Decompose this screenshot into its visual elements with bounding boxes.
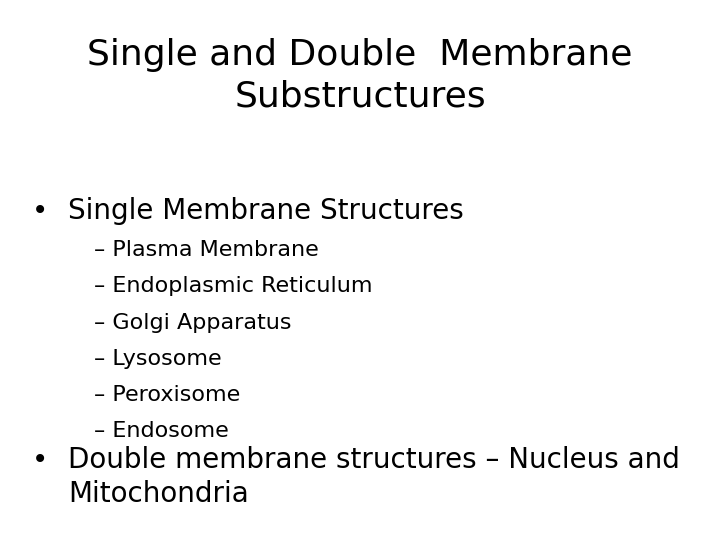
Text: – Plasma Membrane: – Plasma Membrane: [94, 240, 318, 260]
Text: Single Membrane Structures: Single Membrane Structures: [68, 197, 464, 225]
Text: Single and Double  Membrane
Substructures: Single and Double Membrane Substructures: [87, 38, 633, 114]
Text: •: •: [32, 446, 48, 474]
Text: – Golgi Apparatus: – Golgi Apparatus: [94, 313, 291, 333]
Text: – Endoplasmic Reticulum: – Endoplasmic Reticulum: [94, 276, 372, 296]
Text: – Peroxisome: – Peroxisome: [94, 385, 240, 405]
Text: – Endosome: – Endosome: [94, 421, 228, 441]
Text: •: •: [32, 197, 48, 225]
Text: Double membrane structures – Nucleus and
Mitochondria: Double membrane structures – Nucleus and…: [68, 446, 680, 508]
Text: – Lysosome: – Lysosome: [94, 349, 221, 369]
